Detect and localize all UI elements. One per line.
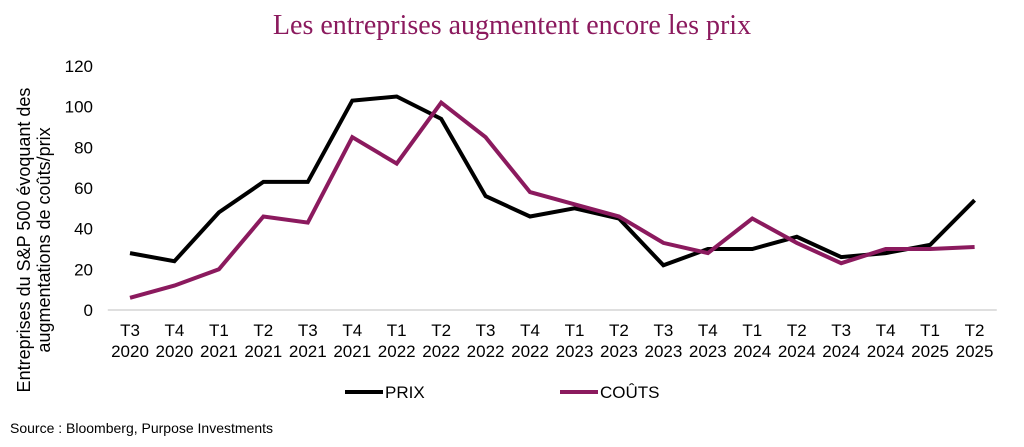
x-tick-label: T4 2021 bbox=[333, 321, 371, 361]
series-line-co-ts bbox=[129, 99, 975, 300]
y-tick-label: 120 bbox=[65, 57, 93, 76]
data-point bbox=[885, 253, 886, 254]
x-tick-label: T3 2023 bbox=[644, 321, 682, 361]
x-tick-label: T1 2021 bbox=[200, 321, 238, 361]
y-tick-label: 60 bbox=[74, 179, 93, 198]
data-point bbox=[974, 246, 975, 247]
x-tick-label: T2 2025 bbox=[956, 321, 994, 361]
data-point bbox=[263, 216, 264, 217]
y-tick-label: 40 bbox=[74, 220, 93, 239]
data-point bbox=[352, 137, 353, 138]
data-point bbox=[441, 102, 442, 103]
data-point bbox=[485, 137, 486, 138]
data-point bbox=[174, 285, 175, 286]
data-point bbox=[663, 265, 664, 266]
x-tick-label: T1 2022 bbox=[378, 321, 416, 361]
data-point bbox=[530, 192, 531, 193]
chart-title: Les entreprises augmentent encore les pr… bbox=[272, 10, 752, 41]
data-point bbox=[441, 118, 442, 119]
legend-label: PRIX bbox=[385, 383, 425, 402]
x-tick-label: T1 2023 bbox=[556, 321, 594, 361]
data-point bbox=[307, 181, 308, 182]
data-point bbox=[485, 196, 486, 197]
x-tick-label: T4 2023 bbox=[689, 321, 727, 361]
x-tick-label: T1 2024 bbox=[733, 321, 771, 361]
legend-label: COÛTS bbox=[600, 383, 660, 402]
data-point bbox=[218, 212, 219, 213]
data-point bbox=[752, 249, 753, 250]
data-point bbox=[885, 249, 886, 250]
data-point bbox=[930, 244, 931, 245]
x-tick-label: T4 2024 bbox=[867, 321, 905, 361]
y-axis-label-group: Entreprises du S&P 500 évoquant des augme… bbox=[14, 88, 54, 393]
y-tick-label: 80 bbox=[74, 138, 93, 157]
y-axis-label-line-1: Entreprises du S&P 500 évoquant des bbox=[14, 88, 34, 393]
data-point bbox=[263, 181, 264, 182]
data-point bbox=[352, 100, 353, 101]
series-lines bbox=[129, 94, 977, 300]
x-tick-label: T4 2022 bbox=[511, 321, 549, 361]
data-point bbox=[218, 269, 219, 270]
data-point bbox=[663, 242, 664, 243]
legend: PRIX COÛTS bbox=[345, 383, 660, 402]
data-point bbox=[174, 261, 175, 262]
data-point bbox=[707, 249, 708, 250]
x-tick-label: T3 2021 bbox=[289, 321, 327, 361]
x-tick-label: T2 2023 bbox=[600, 321, 638, 361]
x-tick-label: T1 2025 bbox=[911, 321, 949, 361]
data-point bbox=[707, 253, 708, 254]
x-tick-label: T2 2022 bbox=[422, 321, 460, 361]
data-point bbox=[841, 257, 842, 258]
y-axis-label-line-2: augmentations de coûts/prix bbox=[34, 127, 54, 352]
data-point bbox=[130, 297, 131, 298]
x-tick-label: T2 2021 bbox=[244, 321, 282, 361]
data-point bbox=[574, 208, 575, 209]
data-point bbox=[930, 249, 931, 250]
data-point bbox=[574, 204, 575, 205]
x-tick-label: T3 2020 bbox=[111, 321, 149, 361]
data-point bbox=[530, 216, 531, 217]
data-point bbox=[396, 163, 397, 164]
x-tick-label: T2 2024 bbox=[778, 321, 816, 361]
data-point bbox=[752, 218, 753, 219]
y-tick-label: 100 bbox=[65, 98, 93, 117]
x-tick-label: T3 2024 bbox=[822, 321, 860, 361]
data-point bbox=[307, 222, 308, 223]
data-point bbox=[796, 236, 797, 237]
data-point bbox=[618, 216, 619, 217]
x-tick-label: T4 2020 bbox=[156, 321, 194, 361]
y-tick-label: 0 bbox=[84, 301, 93, 320]
x-tick-label: T3 2022 bbox=[467, 321, 505, 361]
data-point bbox=[841, 263, 842, 264]
source-note: Source : Bloomberg, Purpose Investments bbox=[10, 420, 274, 436]
series-line-prix bbox=[129, 94, 977, 268]
data-point bbox=[796, 242, 797, 243]
data-point bbox=[974, 200, 975, 201]
data-point bbox=[130, 253, 131, 254]
y-axis-ticks: 0 20 40 60 80 100 120 bbox=[65, 57, 93, 320]
y-tick-label: 20 bbox=[74, 260, 93, 279]
data-point bbox=[396, 96, 397, 97]
